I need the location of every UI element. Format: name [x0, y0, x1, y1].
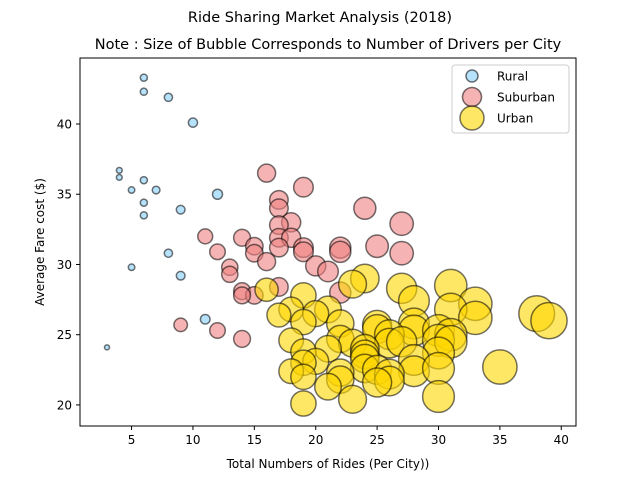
urban-bubble	[290, 363, 317, 391]
urban-bubble	[313, 372, 343, 401]
suburban-bubble	[220, 265, 239, 284]
rural-bubble	[139, 198, 149, 207]
y-tick-label: 40	[57, 118, 72, 132]
x-tick-label: 20	[308, 433, 323, 447]
urban-bubble	[290, 390, 317, 417]
rural-bubble	[139, 73, 149, 82]
suburban-bubble	[328, 240, 352, 264]
rural-bubble	[127, 263, 136, 272]
legend-marker-suburban	[461, 86, 483, 108]
x-axis-ticks: 5 10 15 20 25 30 35 40	[128, 426, 569, 447]
rural-bubble	[199, 313, 211, 325]
suburban-bubble	[208, 243, 227, 261]
y-tick-label: 35	[57, 188, 72, 202]
legend-label-urban: Urban	[497, 112, 533, 126]
legend-marker-urban	[459, 105, 485, 131]
rural-bubble	[187, 117, 199, 128]
rural-bubble	[115, 166, 123, 175]
y-axis-ticks: 20 25 30 35 40	[57, 118, 80, 412]
suburban-bubble	[208, 321, 227, 340]
figure-suptitle: Ride Sharing Market Analysis (2018)	[188, 10, 452, 26]
suburban-bubble	[256, 163, 277, 183]
urban-bubble	[266, 302, 292, 328]
urban-bubble	[337, 269, 368, 299]
x-tick-label: 15	[247, 433, 262, 447]
rural-bubble	[115, 173, 123, 182]
suburban-bubble	[292, 176, 314, 198]
suburban-bubble	[232, 329, 252, 349]
suburban-bubble	[316, 260, 340, 283]
x-tick-label: 25	[369, 433, 384, 447]
rural-bubble	[103, 344, 111, 351]
x-axis-label: Total Numbers of Rides (Per City))	[226, 457, 430, 471]
x-tick-label: 10	[185, 433, 200, 447]
chart-title: Note : Size of Bubble Corresponds to Num…	[95, 37, 562, 53]
y-tick-label: 30	[57, 258, 72, 272]
plot-area	[79, 57, 577, 427]
rural-bubble	[139, 175, 149, 185]
urban-bubble	[481, 349, 518, 385]
y-tick-label: 25	[57, 328, 72, 342]
suburban-bubble	[292, 241, 314, 263]
y-axis-label: Average Fare cost ($)	[33, 178, 47, 306]
suburban-bubble	[173, 317, 189, 333]
urban-bubble	[361, 367, 393, 398]
bubble-layer	[103, 73, 568, 417]
rural-bubble	[175, 270, 186, 281]
legend: Rural Suburban Urban	[451, 64, 570, 134]
urban-bubble	[421, 351, 456, 386]
legend-marker-rural	[465, 69, 479, 83]
y-tick-label: 20	[57, 398, 72, 412]
rural-bubble	[139, 87, 149, 97]
x-tick-label: 40	[554, 433, 569, 447]
legend-label-rural: Rural	[497, 70, 528, 84]
rural-bubble	[163, 92, 174, 103]
urban-bubble	[290, 308, 317, 336]
x-tick-label: 30	[431, 433, 446, 447]
urban-bubble	[254, 277, 279, 303]
axes-frame	[79, 57, 577, 427]
urban-bubble	[337, 384, 368, 414]
rural-bubble	[211, 188, 224, 201]
suburban-bubble	[389, 240, 415, 266]
rural-bubble	[139, 211, 149, 220]
rural-bubble	[163, 248, 174, 259]
rural-bubble	[127, 186, 136, 195]
x-tick-label: 35	[492, 433, 507, 447]
suburban-bubble	[197, 228, 214, 245]
suburban-bubble	[389, 211, 415, 237]
rural-bubble	[175, 204, 186, 215]
x-tick-label: 5	[128, 433, 136, 447]
rural-bubble	[151, 185, 161, 195]
suburban-bubble	[365, 234, 390, 259]
suburban-bubble	[256, 251, 277, 272]
legend-label-suburban: Suburban	[497, 91, 555, 105]
urban-bubble	[530, 301, 568, 340]
suburban-bubble	[232, 286, 252, 305]
urban-bubble	[421, 379, 456, 414]
suburban-bubble	[268, 237, 289, 258]
suburban-bubble	[353, 196, 377, 221]
urban-bubble	[457, 300, 493, 336]
